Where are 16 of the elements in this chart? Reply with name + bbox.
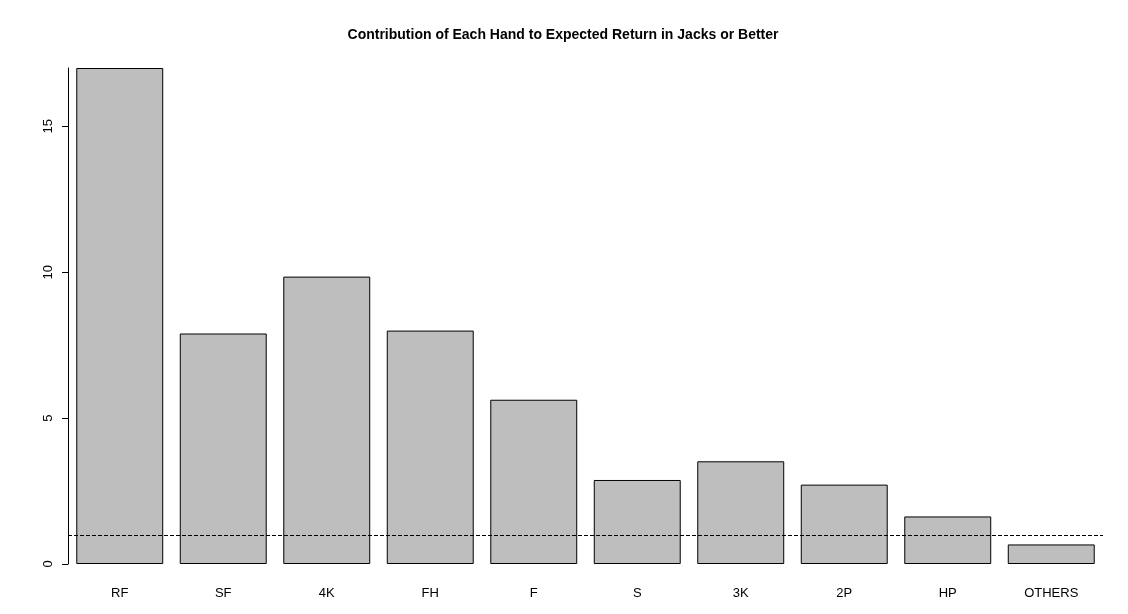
- x-tick-label: HP: [938, 585, 957, 600]
- y-tick-label: 0: [40, 560, 55, 568]
- y-tick-label: 10: [40, 265, 55, 280]
- x-tick-label: SF: [214, 585, 232, 600]
- x-tick-label: FH: [421, 585, 439, 600]
- x-tick-label: S: [632, 585, 642, 600]
- x-tick-label: 3K: [732, 585, 750, 600]
- y-tick-label: 5: [40, 414, 55, 422]
- chart-title: Contribution of Each Hand to Expected Return in Jacks or Better: [347, 26, 780, 42]
- x-tick-label: 2P: [836, 585, 853, 600]
- y-tick-label: 15: [40, 119, 55, 134]
- x-tick-label: OTHERS: [1024, 585, 1079, 600]
- x-tick-label: RF: [111, 585, 129, 600]
- x-tick-label: 4K: [318, 585, 336, 600]
- bar: [1007, 544, 1095, 564]
- x-tick-label: F: [529, 585, 538, 600]
